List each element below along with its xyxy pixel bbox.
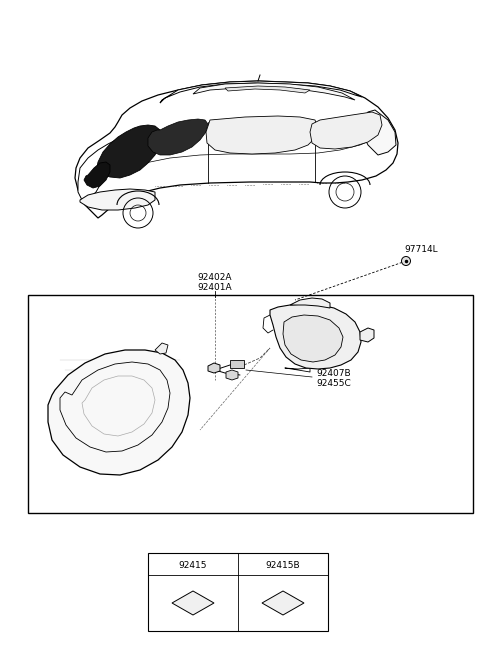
Text: 97714L: 97714L xyxy=(404,246,438,254)
Text: 92455C: 92455C xyxy=(316,380,351,388)
Polygon shape xyxy=(206,116,318,154)
Polygon shape xyxy=(84,162,110,188)
Polygon shape xyxy=(226,370,238,380)
Polygon shape xyxy=(75,81,398,218)
Polygon shape xyxy=(360,328,374,342)
Polygon shape xyxy=(270,304,361,369)
Polygon shape xyxy=(362,110,396,155)
Polygon shape xyxy=(262,591,304,615)
Polygon shape xyxy=(193,83,355,100)
Polygon shape xyxy=(78,140,116,200)
Bar xyxy=(28,295,473,513)
Text: 92401A: 92401A xyxy=(198,284,232,292)
Polygon shape xyxy=(283,315,343,362)
Polygon shape xyxy=(160,81,362,103)
Polygon shape xyxy=(148,119,208,155)
Polygon shape xyxy=(48,350,190,475)
Text: 92407B: 92407B xyxy=(316,369,350,378)
Polygon shape xyxy=(155,343,168,354)
Text: 92402A: 92402A xyxy=(198,273,232,281)
Circle shape xyxy=(401,256,410,265)
Polygon shape xyxy=(225,86,310,93)
Polygon shape xyxy=(208,363,220,373)
Bar xyxy=(148,553,328,631)
Polygon shape xyxy=(310,112,382,149)
Bar xyxy=(230,360,244,368)
Polygon shape xyxy=(80,189,155,210)
Polygon shape xyxy=(172,591,214,615)
Polygon shape xyxy=(96,125,162,178)
Text: 92415: 92415 xyxy=(179,560,207,570)
Text: 92415B: 92415B xyxy=(266,560,300,570)
Polygon shape xyxy=(290,298,330,308)
